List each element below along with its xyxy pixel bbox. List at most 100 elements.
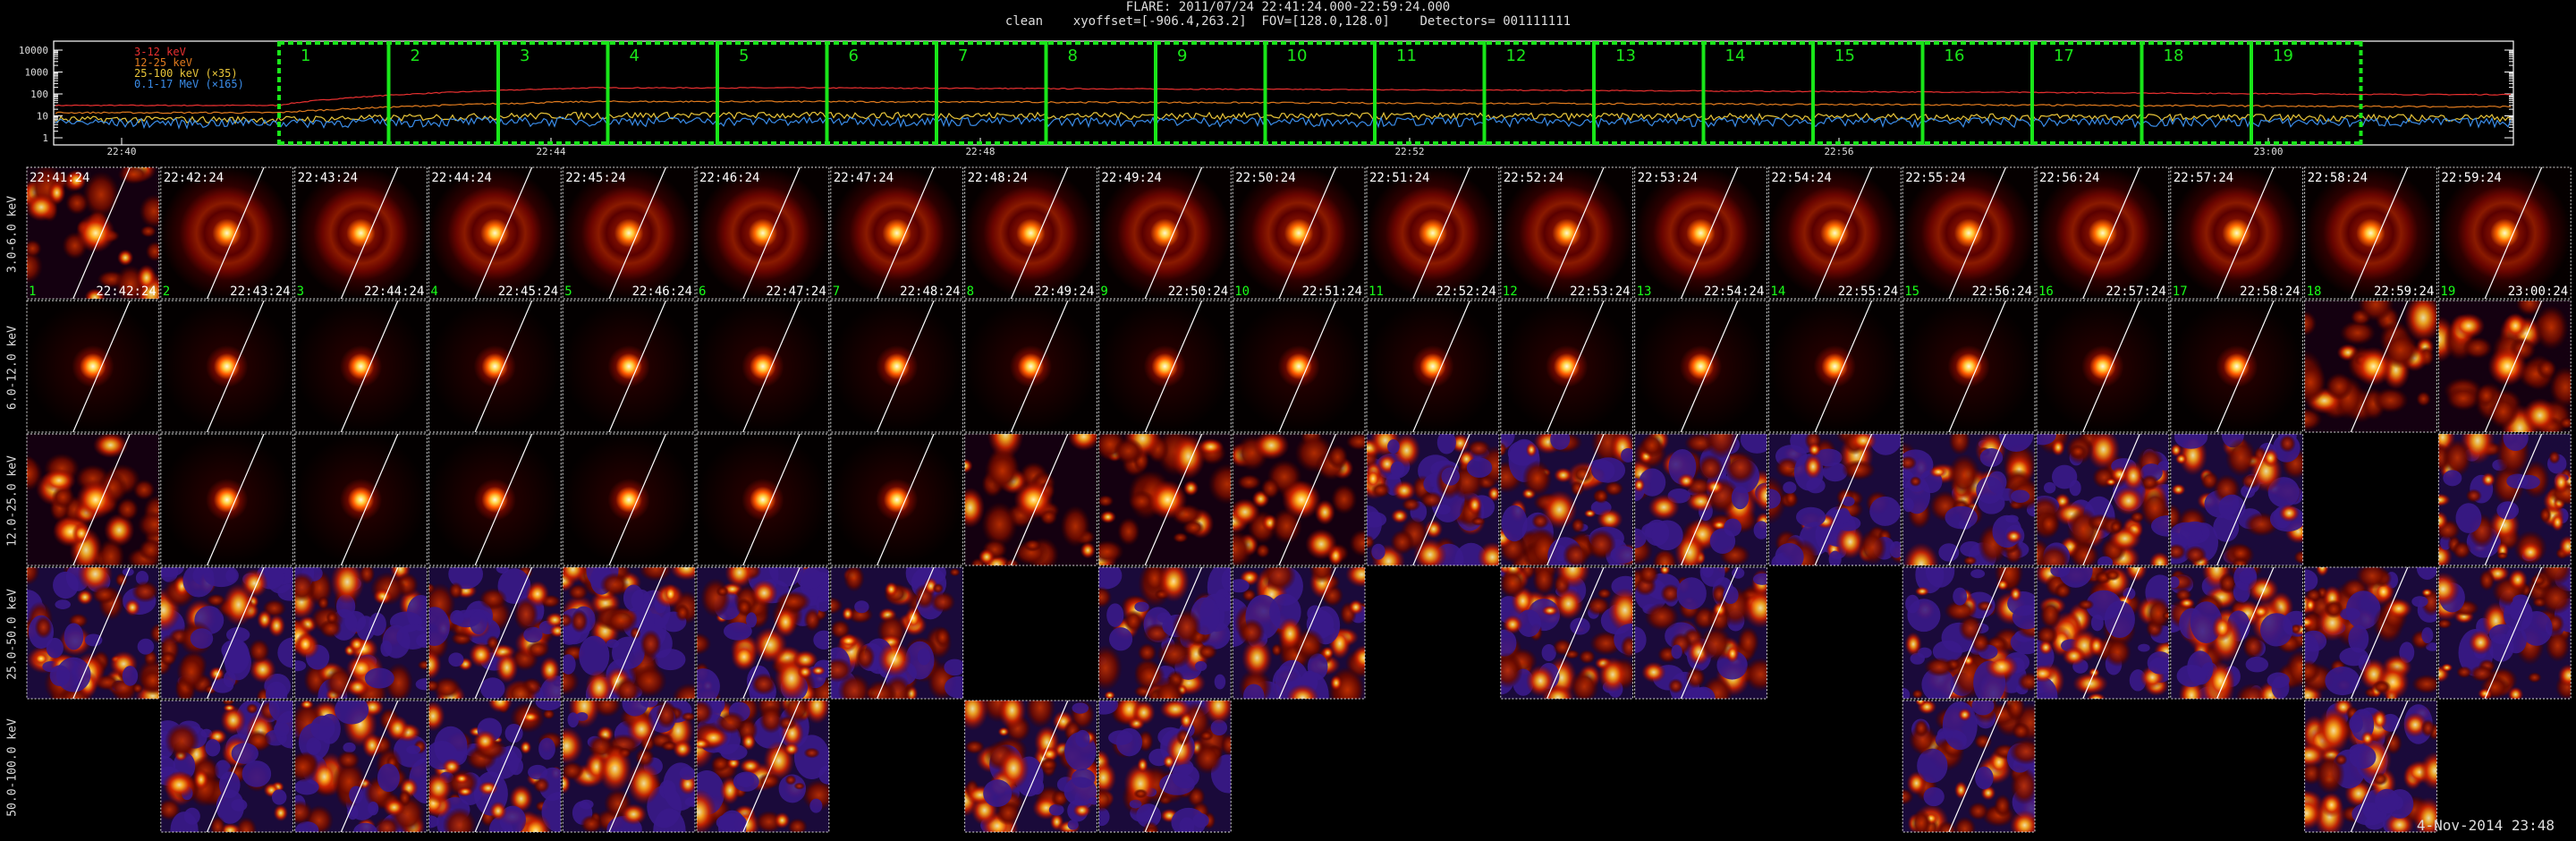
image-blob [2290,624,2302,634]
image-blob [192,768,209,791]
image-content [1500,434,1633,565]
image-cell [2304,300,2437,433]
image-content [160,434,293,565]
interval-index: 2 [163,285,170,299]
image-blob [2077,599,2095,610]
image-blob [1286,684,1319,699]
image-blob [1387,438,1400,454]
image-blob [1909,476,1922,488]
interval-index: 5 [564,285,572,299]
image-blob [1732,567,1745,579]
image-blob [1685,667,1706,689]
image-blob [415,678,428,691]
image-cell: 22:52:24 22:53:24 12 [1500,166,1634,300]
image-blob [330,567,365,604]
interval-start-time: 22:57:24 [2174,171,2233,185]
image-blob [1194,661,1208,672]
image-blob [2138,643,2150,652]
solar-limb-line [1680,567,1739,699]
image-blob [478,781,498,795]
image-cell: 22:48:24 22:49:24 8 [964,166,1097,300]
image-content [428,301,562,432]
image-blob [55,599,71,609]
image-blob [539,656,561,684]
image-blob [1392,480,1417,501]
image-blob [653,808,686,832]
image-cell [1097,566,1232,700]
image-blob [406,745,421,754]
image-border [294,166,428,300]
image-blob [2174,453,2188,465]
image-blob [1367,468,1382,490]
image-border [964,433,1097,566]
image-blob [306,737,322,755]
image-border [1902,566,2036,700]
image-border [1097,566,1232,700]
image-blob [1828,550,1842,565]
image-blob [2385,812,2415,832]
solar-limb-line [1680,167,1739,299]
image-border [696,700,830,833]
image-border [1097,166,1232,300]
image-blob [545,612,562,628]
interval-end-time: 22:43:24 [230,285,290,299]
solar-limb-line [1814,301,1873,432]
image-cell [696,300,830,433]
image-blob [810,666,826,676]
legend-entry: 25-100 keV (×35) [134,67,238,80]
image-blob [1500,652,1523,689]
image-blob [257,609,273,630]
image-blob [509,785,534,813]
solar-limb-line [1144,567,1203,699]
solar-limb-line [2350,167,2409,299]
image-blob [65,191,89,216]
interval-label: 17 [2054,47,2074,65]
solar-limb-line [876,167,935,299]
image-blob [248,639,270,664]
image-blob [1345,567,1365,588]
interval-end-time: 23:00:24 [2508,285,2568,299]
image-blob [1402,497,1421,512]
interval-start-time: 22:46:24 [699,171,759,185]
image-blob [1590,457,1626,483]
image-blob [538,737,555,760]
image-blob [356,616,376,641]
x-tick-label: 22:40 [106,146,136,157]
image-blob [723,622,752,641]
image-blob [2052,464,2078,489]
interval-label: 11 [1396,47,1417,65]
image-blob [1597,508,1623,531]
image-blob [137,638,155,655]
interval-start-time: 22:47:24 [834,171,894,185]
image-blob [1242,684,1265,699]
image-blob [277,637,293,668]
image-border [1634,300,1767,433]
solar-limb-line [2082,167,2140,299]
image-blob [2070,541,2099,565]
image-cell [2437,300,2572,433]
image-blob [585,669,614,699]
energy-band-label: 25.0-50.0 keV [5,588,20,680]
interval-start-time: 22:59:24 [2441,171,2501,185]
image-blob [1869,496,1902,526]
image-blob [97,538,125,565]
image-blob [1171,434,1206,480]
image-blob [1004,558,1020,565]
image-blob [160,650,177,667]
image-blob [2140,474,2160,491]
image-blob [2187,650,2214,685]
image-blob [1500,629,1517,657]
image-blob [1424,519,1444,539]
image-blob [525,581,550,607]
image-border [2304,300,2437,433]
x-tick-label: 22:48 [965,146,995,157]
image-blob [1413,538,1447,565]
image-border [160,433,294,566]
image-blob [2170,572,2195,592]
image-blob [774,811,791,829]
solar-limb-line [2484,434,2543,565]
image-blob [335,701,369,725]
image-blob [2416,567,2437,581]
interval-start-time: 22:49:24 [1101,171,1161,185]
image-blob [1517,609,1541,637]
